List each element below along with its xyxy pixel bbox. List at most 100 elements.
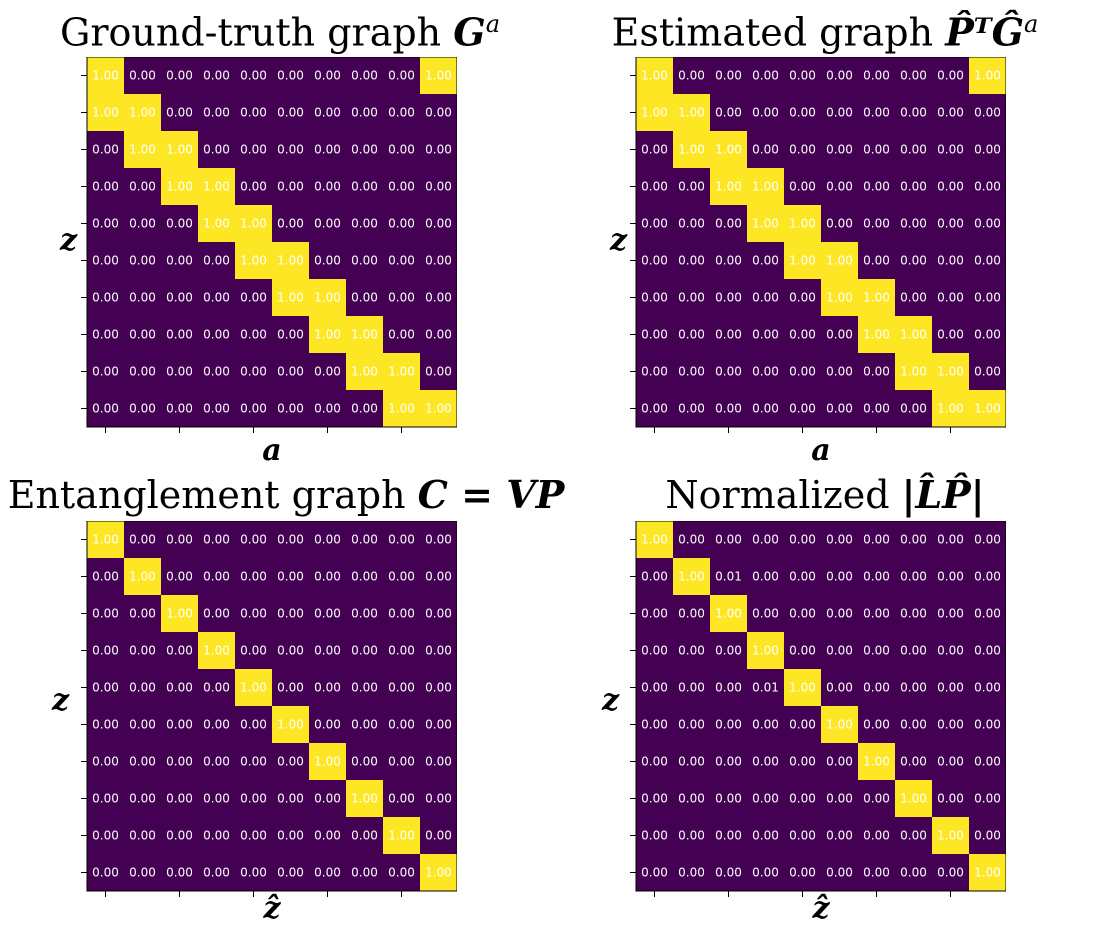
- cell-value-label: 0.00: [277, 755, 304, 769]
- cell-value-label: 0.00: [166, 533, 193, 547]
- cell-value-label: 0.00: [863, 217, 890, 231]
- heatmap-cell: [784, 168, 822, 206]
- cell-value-label: 0.00: [789, 829, 816, 843]
- cell-value-label: 0.00: [678, 718, 705, 732]
- heatmap-cell: [161, 669, 199, 707]
- heatmap-cell: [420, 669, 457, 707]
- heatmap-cell: [932, 94, 970, 132]
- heatmap-cell: [673, 353, 711, 391]
- heatmap-cell: [858, 632, 896, 670]
- cell-value-label: 0.00: [425, 570, 452, 584]
- heatmap-cell: [383, 94, 421, 132]
- heatmap-cell: [383, 706, 421, 744]
- cell-value-label: 0.00: [240, 291, 267, 305]
- cell-value-label: 0.00: [937, 217, 964, 231]
- cell-value-label: 1.00: [826, 718, 853, 732]
- cell-value-label: 0.00: [425, 681, 452, 695]
- cell-value-label: 0.00: [314, 681, 341, 695]
- heatmap-cell: [124, 94, 162, 132]
- heatmap-cell: [235, 854, 273, 892]
- cell-value-label: 0.00: [203, 533, 230, 547]
- cell-value-label: 1.00: [92, 106, 119, 120]
- chart-title-ground-truth: Ground-truth graph Ga: [59, 9, 501, 55]
- cell-value-label: 0.00: [678, 180, 705, 194]
- heatmap-cell: [235, 595, 273, 633]
- heatmap-cell: [784, 242, 822, 280]
- heatmap-cell: [895, 743, 933, 781]
- cell-value-label: 0.00: [129, 829, 156, 843]
- cell-value-label: 0.00: [166, 755, 193, 769]
- cell-value-label: 0.00: [641, 755, 668, 769]
- cell-value-label: 0.00: [129, 291, 156, 305]
- heatmap-cell: [895, 316, 933, 354]
- heatmap-cell: [420, 632, 457, 670]
- heatmap-cell: [673, 521, 711, 559]
- heatmap-cell: [346, 854, 384, 892]
- heatmap-cell: [235, 242, 273, 280]
- cell-value-label: 0.00: [314, 607, 341, 621]
- cell-value-label: 0.00: [240, 792, 267, 806]
- cell-value-label: 0.00: [900, 607, 927, 621]
- heatmap-cell: [673, 205, 711, 243]
- heatmap-cell: [636, 242, 674, 280]
- heatmap-cell: [87, 669, 125, 707]
- heatmap-cell: [420, 817, 457, 855]
- cell-value-label: 0.00: [166, 866, 193, 880]
- cell-value-label: 0.00: [937, 69, 964, 83]
- heatmap-cell: [383, 242, 421, 280]
- heatmap-cell: [821, 854, 859, 892]
- cell-value-label: 0.00: [425, 607, 452, 621]
- heatmap-cell: [932, 242, 970, 280]
- heatmap-cell: [161, 632, 199, 670]
- heatmap-cell: [636, 521, 674, 559]
- cell-value-label: 1.00: [277, 291, 304, 305]
- cell-value-label: 0.00: [240, 328, 267, 342]
- cell-value-label: 0.00: [641, 792, 668, 806]
- heatmap-cell: [636, 131, 674, 169]
- cell-value-label: 0.00: [92, 143, 119, 157]
- heatmap-cell: [198, 595, 236, 633]
- cell-value-label: 0.00: [789, 533, 816, 547]
- cell-value-label: 0.00: [641, 143, 668, 157]
- cell-value-label: 0.00: [937, 143, 964, 157]
- cell-value-label: 1.00: [351, 792, 378, 806]
- cell-value-label: 0.00: [129, 533, 156, 547]
- cell-value-label: 0.00: [974, 533, 1001, 547]
- y-axis-label: z: [60, 223, 78, 258]
- cell-value-label: 0.00: [351, 217, 378, 231]
- cell-value-label: 0.00: [129, 644, 156, 658]
- heatmap-cell: [124, 353, 162, 391]
- heatmap-cell: [969, 131, 1006, 169]
- heatmap-cell: [932, 131, 970, 169]
- cell-value-label: 0.00: [678, 607, 705, 621]
- cell-value-label: 0.00: [203, 365, 230, 379]
- cell-value-label: 1.00: [129, 106, 156, 120]
- cell-value-label: 0.00: [92, 254, 119, 268]
- heatmap-cell: [420, 558, 457, 596]
- cell-value-label: 1.00: [752, 180, 779, 194]
- cell-value-label: 0.00: [388, 570, 415, 584]
- x-axis-label: a: [262, 433, 282, 468]
- cell-value-label: 1.00: [678, 106, 705, 120]
- heatmap-cell: [636, 168, 674, 206]
- cell-value-label: 0.00: [277, 866, 304, 880]
- heatmap-cell: [710, 743, 748, 781]
- heatmap-cell: [383, 558, 421, 596]
- heatmap-cell: [932, 743, 970, 781]
- heatmap-cell: [87, 168, 125, 206]
- heatmap-cell: [198, 817, 236, 855]
- cell-value-label: 0.00: [900, 217, 927, 231]
- cell-value-label: 0.00: [277, 607, 304, 621]
- heatmap-cell: [747, 743, 785, 781]
- cell-value-label: 0.00: [166, 69, 193, 83]
- cell-value-label: 0.00: [826, 69, 853, 83]
- title-sup: a: [485, 10, 501, 38]
- heatmap-cell: [383, 205, 421, 243]
- heatmap-cell: [710, 390, 748, 428]
- heatmap-cell: [309, 780, 347, 818]
- heatmap-cell: [710, 168, 748, 206]
- cell-value-label: 0.00: [974, 644, 1001, 658]
- heatmap-cell: [969, 205, 1006, 243]
- heatmap-cell: [969, 242, 1006, 280]
- cell-value-label: 0.00: [277, 829, 304, 843]
